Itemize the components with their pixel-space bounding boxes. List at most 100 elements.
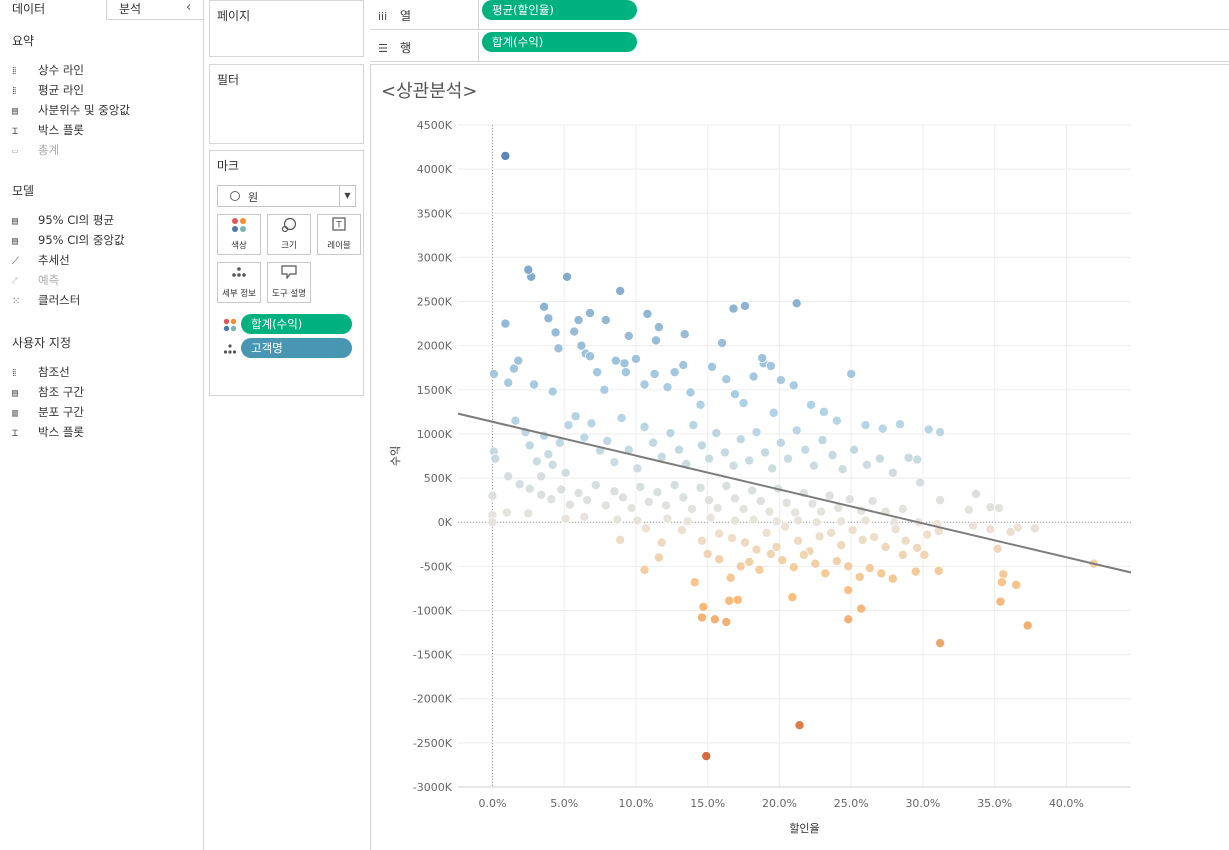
scatter-point[interactable] xyxy=(488,368,499,379)
scatter-point[interactable] xyxy=(728,460,739,471)
scatter-point[interactable] xyxy=(876,568,887,579)
scatter-point[interactable] xyxy=(847,525,858,536)
size-button[interactable]: 크기 xyxy=(267,214,311,255)
scatter-point[interactable] xyxy=(626,503,637,514)
scatter-point[interactable] xyxy=(912,454,923,465)
scatter-point[interactable] xyxy=(757,353,768,364)
scatter-point[interactable] xyxy=(510,415,521,426)
scatter-point[interactable] xyxy=(706,361,717,372)
scatter-point[interactable] xyxy=(508,363,519,374)
scatter-point[interactable] xyxy=(900,535,911,546)
scatter-point[interactable] xyxy=(590,480,601,491)
scatter-point[interactable] xyxy=(679,329,690,340)
scatter-point[interactable] xyxy=(639,379,650,390)
scatter-point[interactable] xyxy=(704,453,715,464)
scatter-point[interactable] xyxy=(547,386,558,397)
scatter-point[interactable] xyxy=(728,303,739,314)
scatter-point[interactable] xyxy=(696,440,707,451)
scatter-point[interactable] xyxy=(609,486,620,497)
scatter-point[interactable] xyxy=(729,493,740,504)
scatter-point[interactable] xyxy=(826,527,837,538)
scatter-point[interactable] xyxy=(678,492,689,503)
tab-data[interactable]: 데이터 xyxy=(0,0,107,20)
scatter-point[interactable] xyxy=(787,592,798,603)
scatter-point[interactable] xyxy=(686,503,697,514)
scatter-point[interactable] xyxy=(754,564,765,575)
scatter-point[interactable] xyxy=(661,500,672,511)
scatter-point[interactable] xyxy=(503,377,514,388)
scatter-point[interactable] xyxy=(915,477,926,488)
scatter-point[interactable] xyxy=(662,513,673,524)
analytics-item[interactable]: ▤ 95% CI의 평균 xyxy=(12,212,114,228)
scatter-point[interactable] xyxy=(827,450,838,461)
scatter-point[interactable] xyxy=(514,479,525,490)
scatter-point[interactable] xyxy=(807,498,818,509)
scatter-point[interactable] xyxy=(616,413,627,424)
scatter-point[interactable] xyxy=(487,517,498,528)
analytics-item[interactable]: ▤ 참조 구간 xyxy=(12,384,84,400)
scatter-point[interactable] xyxy=(501,507,512,518)
scatter-point[interactable] xyxy=(712,503,723,514)
scatter-point[interactable] xyxy=(562,271,573,282)
scatter-point[interactable] xyxy=(843,561,854,572)
scatter-point[interactable] xyxy=(874,453,885,464)
scatter-point[interactable] xyxy=(751,427,762,438)
scatter-point[interactable] xyxy=(721,374,732,385)
scatter-point[interactable] xyxy=(685,387,696,398)
scatter-point[interactable] xyxy=(619,358,630,369)
scatter-point[interactable] xyxy=(816,506,827,517)
scatter-point[interactable] xyxy=(844,494,855,505)
scatter-point[interactable] xyxy=(620,367,631,378)
scatter-point[interactable] xyxy=(662,382,673,393)
scatter-point[interactable] xyxy=(701,751,712,762)
scatter-point[interactable] xyxy=(836,540,847,551)
scatter-point[interactable] xyxy=(751,544,762,555)
scatter-point[interactable] xyxy=(536,489,547,500)
scatter-point[interactable] xyxy=(794,720,805,731)
scatter-point[interactable] xyxy=(600,315,611,326)
analytics-item[interactable]: ⁞⁞ 평균 라인 xyxy=(12,82,84,98)
collapse-pane-icon[interactable]: ‹ xyxy=(186,0,192,15)
scatter-point[interactable] xyxy=(748,514,759,525)
scatter-point[interactable] xyxy=(696,612,707,623)
scatter-point[interactable] xyxy=(935,427,946,438)
analytics-item[interactable]: ▤ 사분위수 및 중앙값 xyxy=(12,102,130,118)
scatter-point[interactable] xyxy=(688,420,699,431)
scatter-point[interactable] xyxy=(793,535,804,546)
scatter-point[interactable] xyxy=(748,371,759,382)
scatter-point[interactable] xyxy=(739,300,750,311)
scatter-point[interactable] xyxy=(867,496,878,507)
chevron-down-icon[interactable]: ▼ xyxy=(339,186,355,206)
scatter-point[interactable] xyxy=(985,502,996,513)
scatter-point[interactable] xyxy=(727,533,738,544)
scatter-point[interactable] xyxy=(705,512,716,523)
scatter-point[interactable] xyxy=(811,517,822,528)
scatter-point[interactable] xyxy=(696,535,707,546)
scatter-point[interactable] xyxy=(747,485,758,496)
scatter-point[interactable] xyxy=(714,528,725,539)
scatter-point[interactable] xyxy=(711,428,722,439)
scatter-point[interactable] xyxy=(831,415,842,426)
scatter-point[interactable] xyxy=(771,516,782,527)
scatter-point[interactable] xyxy=(800,444,811,455)
scatter-point[interactable] xyxy=(729,515,740,526)
scatter-point[interactable] xyxy=(922,529,933,540)
scatter-point[interactable] xyxy=(487,490,498,501)
scatter-point[interactable] xyxy=(860,420,871,431)
scatter-point[interactable] xyxy=(775,375,786,386)
scatter-point[interactable] xyxy=(992,543,1003,554)
scatter-point[interactable] xyxy=(579,511,590,522)
scatter-point[interactable] xyxy=(543,449,554,460)
scatter-point[interactable] xyxy=(735,561,746,572)
scatter-point[interactable] xyxy=(725,572,736,583)
scatter-point[interactable] xyxy=(1011,579,1022,590)
scatter-point[interactable] xyxy=(523,508,534,519)
scatter-point[interactable] xyxy=(808,460,819,471)
scatter-point[interactable] xyxy=(639,421,650,432)
scatter-point[interactable] xyxy=(513,355,524,366)
scatter-point[interactable] xyxy=(806,399,817,410)
scatter-point[interactable] xyxy=(560,513,571,524)
scatter-point[interactable] xyxy=(550,327,561,338)
scatter-point[interactable] xyxy=(714,554,725,565)
scatter-point[interactable] xyxy=(702,548,713,559)
